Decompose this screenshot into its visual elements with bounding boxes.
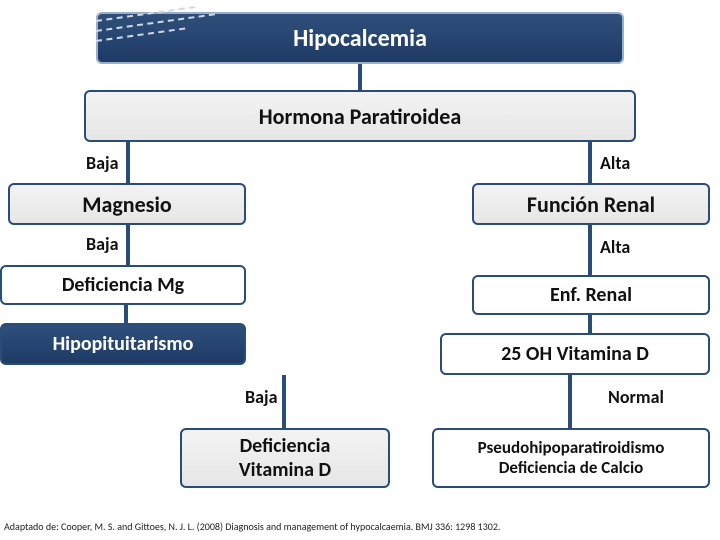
label-fr-alta: Alta [600,236,630,258]
node-pseudo-label: Pseudohipoparatiroidismo Deficiencia de … [478,438,665,477]
label-vit-baja: Baja [245,386,277,408]
node-hipopituitarismo: Hipopituitarismo [0,323,246,365]
node-enf-renal: Enf. Renal [472,275,710,315]
node-deficiencia-mg: Deficiencia Mg [0,265,246,305]
node-vit25: 25 OH Vitamina D [440,333,710,375]
node-hipopituitarismo-label: Hipopituitarismo [53,332,194,356]
label-pth-baja: Baja [86,152,118,174]
node-pth-label: Hormona Paratiroidea [259,103,461,130]
node-enf-renal-label: Enf. Renal [550,283,632,307]
node-hipocalcemia-label: Hipocalcemia [293,24,427,53]
connector [568,375,572,428]
connector [588,225,592,275]
connector [126,142,130,183]
connector [126,225,130,265]
node-def-vit-d-label: Deficiencia Vitamina D [239,434,331,482]
node-pth: Hormona Paratiroidea [84,90,636,142]
node-magnesio: Magnesio [8,183,246,225]
node-vit25-label: 25 OH Vitamina D [501,342,649,366]
node-funcion-renal-label: Función Renal [527,191,655,218]
node-magnesio-label: Magnesio [82,191,171,218]
connector [588,315,592,333]
footnote: Adaptado de: Cooper, M. S. and Gittoes, … [4,520,500,533]
label-vit-normal: Normal [608,386,664,408]
node-pseudo: Pseudohipoparatiroidismo Deficiencia de … [432,428,710,488]
node-deficiencia-mg-label: Deficiencia Mg [62,273,184,297]
node-funcion-renal: Función Renal [472,183,710,225]
label-mg-baja: Baja [86,233,118,255]
label-pth-alta: Alta [600,152,630,174]
connector [282,375,286,428]
connector [588,142,592,183]
connector [358,64,362,90]
connector [124,305,128,323]
node-def-vit-d: Deficiencia Vitamina D [180,428,390,488]
